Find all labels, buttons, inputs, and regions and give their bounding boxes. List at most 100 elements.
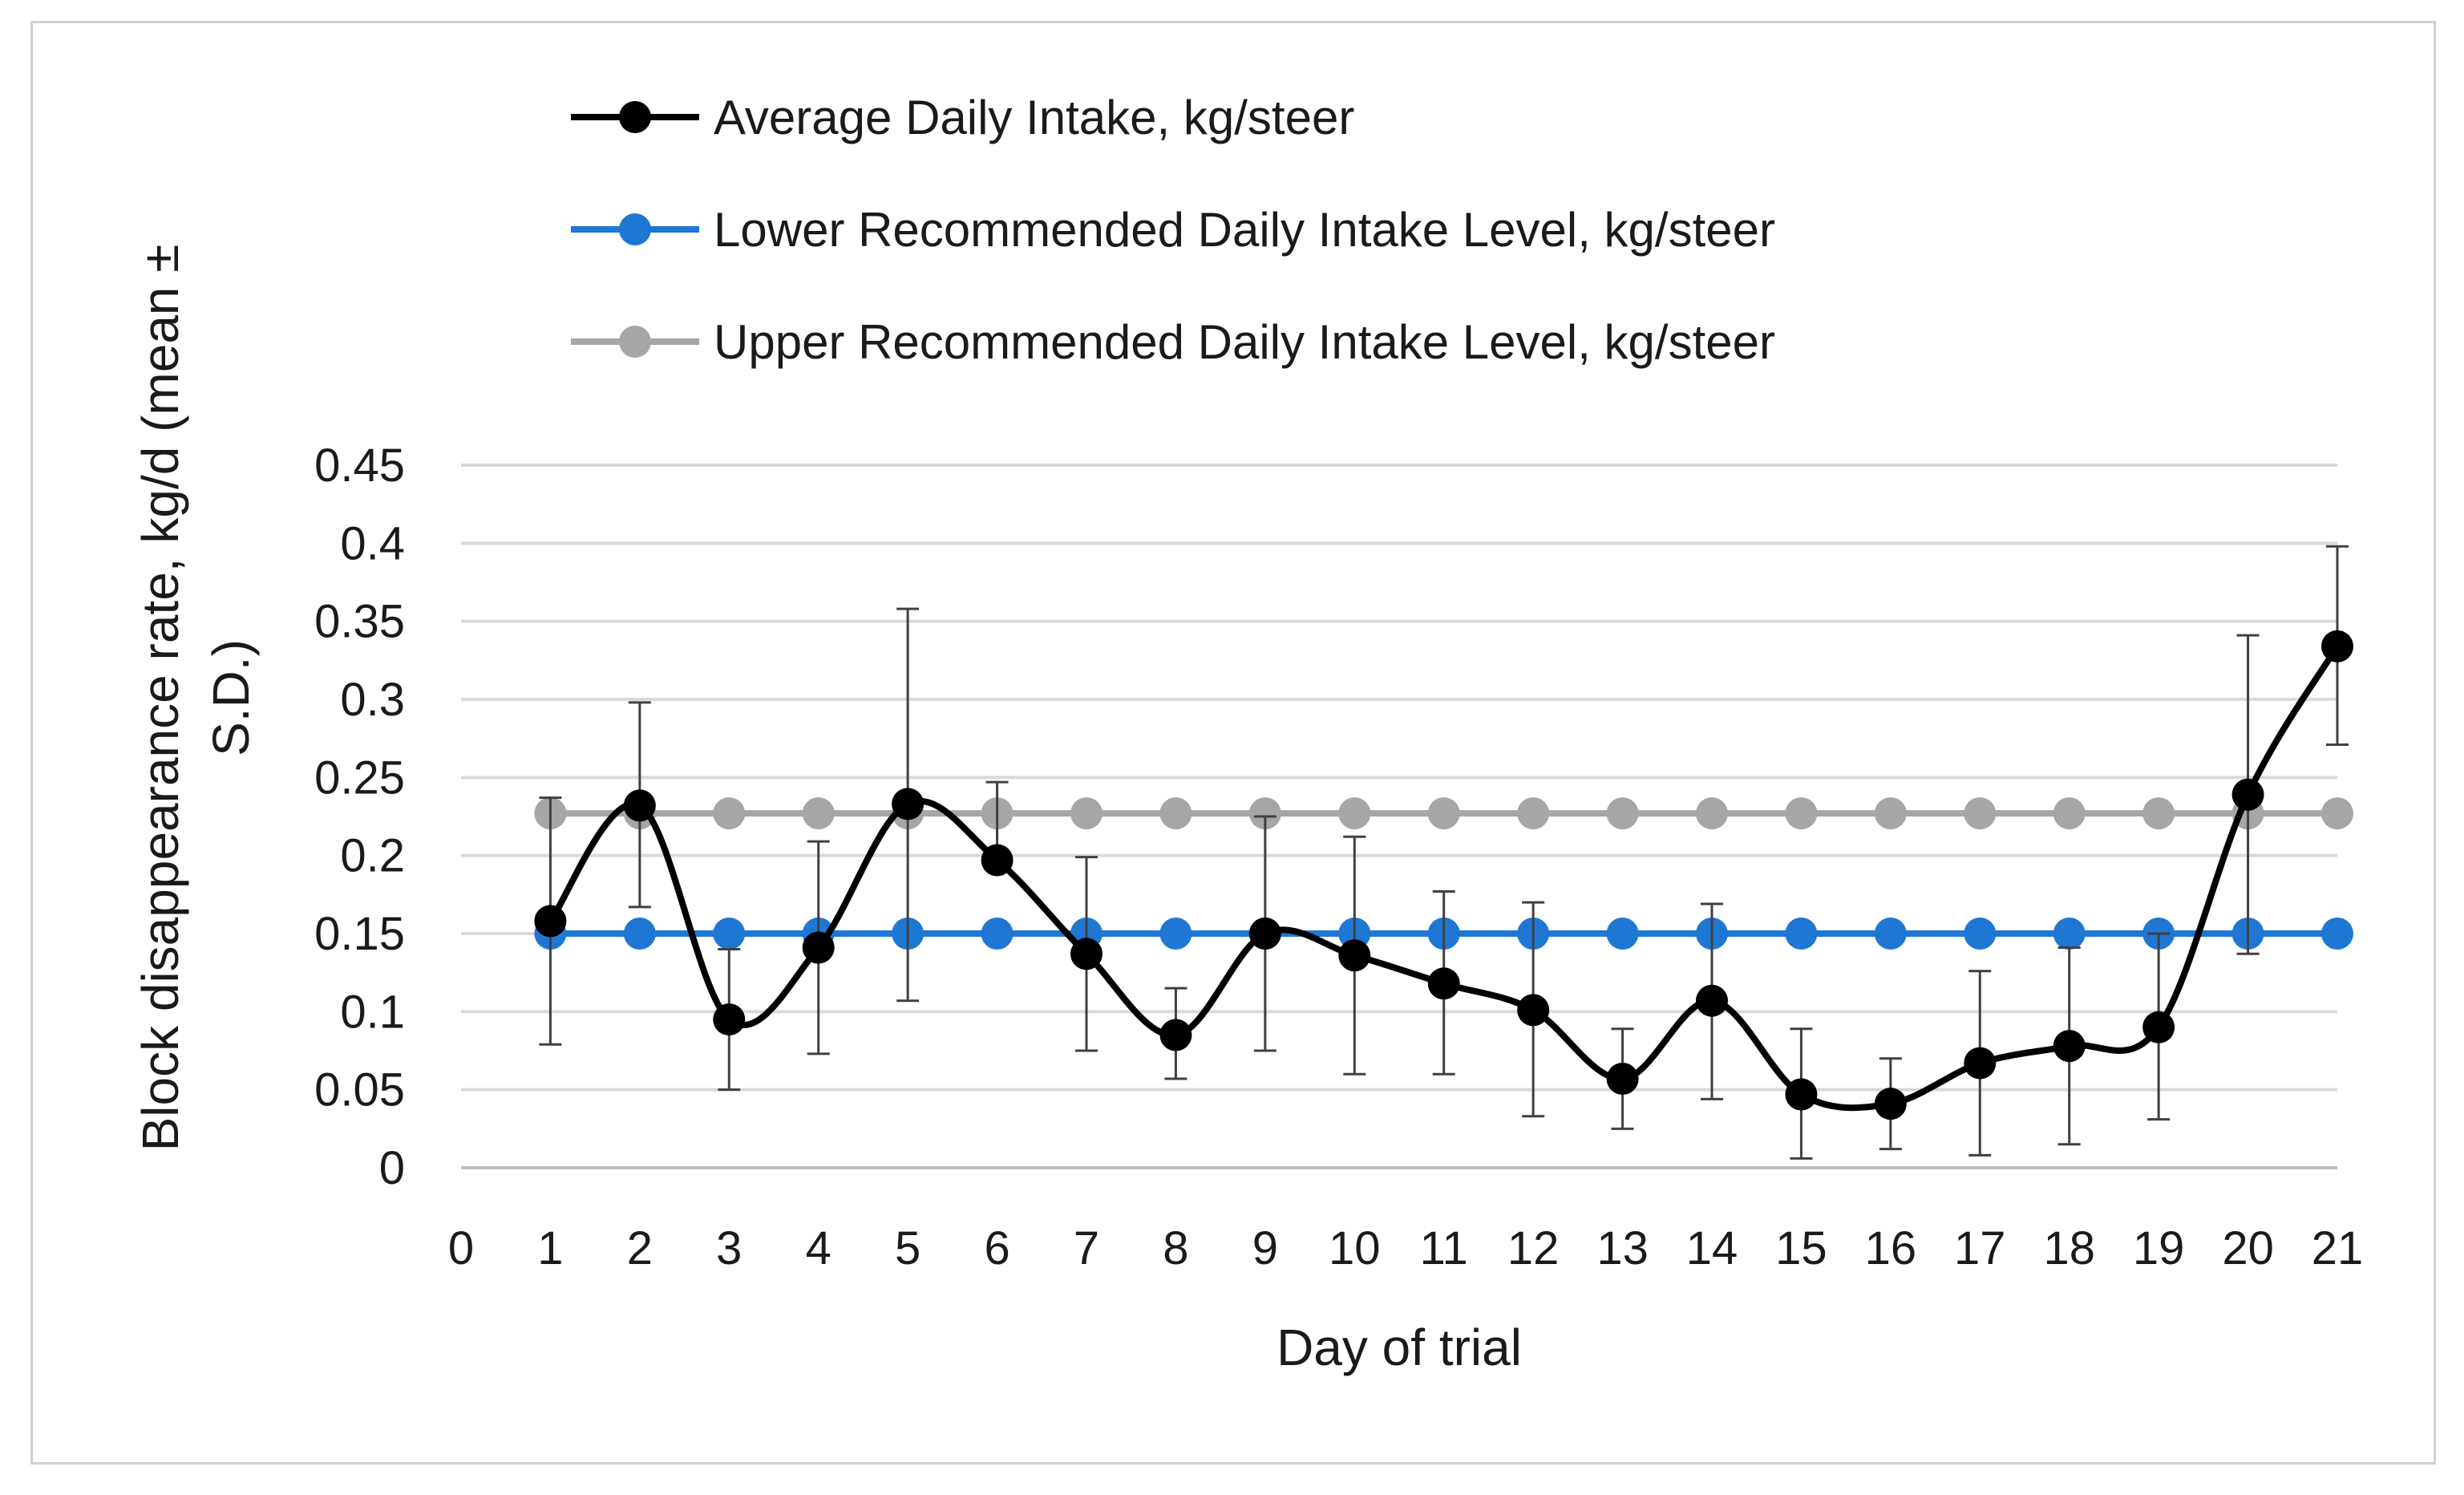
data-point bbox=[623, 789, 656, 822]
y-tick-label: 0.05 bbox=[314, 1064, 405, 1116]
x-tick-label: 1 bbox=[537, 1222, 563, 1274]
series-2 bbox=[534, 797, 2353, 830]
data-point bbox=[1696, 797, 1728, 830]
data-point bbox=[1785, 1078, 1818, 1111]
data-point bbox=[1248, 797, 1281, 830]
data-point bbox=[1606, 1063, 1639, 1096]
data-point bbox=[1517, 994, 1550, 1027]
series-group bbox=[534, 545, 2353, 1160]
chart-frame bbox=[30, 21, 2436, 1465]
x-tick-label: 6 bbox=[984, 1222, 1009, 1274]
y-tick-label: 0 bbox=[379, 1142, 405, 1194]
data-point bbox=[1070, 938, 1103, 970]
y-tick-label: 0.3 bbox=[340, 674, 405, 726]
data-point bbox=[1874, 1088, 1907, 1120]
data-point bbox=[1517, 797, 1550, 830]
x-tick-label: 9 bbox=[1252, 1222, 1278, 1274]
x-tick-label: 19 bbox=[2133, 1222, 2185, 1274]
data-point bbox=[2142, 1011, 2175, 1043]
x-tick-label: 20 bbox=[2222, 1222, 2274, 1274]
legend-swatch-marker bbox=[619, 213, 651, 245]
data-point bbox=[1785, 918, 1818, 950]
data-point bbox=[1248, 918, 1281, 950]
data-point bbox=[2321, 797, 2353, 830]
x-tick-label: 14 bbox=[1686, 1222, 1738, 1274]
data-point bbox=[1159, 1019, 1192, 1051]
x-tick-label: 10 bbox=[1329, 1222, 1381, 1274]
x-tick-label: 8 bbox=[1163, 1222, 1188, 1274]
x-tick-label: 5 bbox=[895, 1222, 920, 1274]
data-point bbox=[1785, 797, 1818, 830]
data-point bbox=[2053, 797, 2086, 830]
x-tick-label: 16 bbox=[1865, 1222, 1917, 1274]
data-point bbox=[713, 1003, 746, 1036]
data-point bbox=[713, 797, 746, 830]
data-point bbox=[1159, 918, 1192, 950]
legend-label: Average Daily Intake, kg/steer bbox=[714, 91, 1354, 144]
data-point bbox=[981, 918, 1014, 950]
data-point bbox=[1427, 967, 1460, 1000]
legend-item-0: Average Daily Intake, kg/steer bbox=[571, 91, 1354, 144]
data-point bbox=[623, 918, 656, 950]
data-point bbox=[534, 905, 567, 938]
y-tick-label: 0.45 bbox=[314, 440, 405, 492]
data-point bbox=[1338, 797, 1371, 830]
legend-label: Lower Recommended Daily Intake Level, kg… bbox=[714, 203, 1775, 257]
data-point bbox=[981, 844, 1014, 877]
data-point bbox=[2053, 1030, 2086, 1063]
legend-item-2: Upper Recommended Daily Intake Level, kg… bbox=[571, 315, 1775, 369]
legend: Average Daily Intake, kg/steer Lower Reco… bbox=[571, 91, 1775, 369]
x-tick-label: 11 bbox=[1420, 1222, 1468, 1274]
x-tick-label: 17 bbox=[1954, 1222, 2006, 1274]
y-tick-label: 0.25 bbox=[314, 752, 405, 804]
data-point bbox=[2231, 778, 2264, 811]
data-point bbox=[1874, 918, 1907, 950]
legend-swatch-marker bbox=[619, 326, 651, 358]
data-point bbox=[1159, 797, 1192, 830]
x-axis-title: Day of trial bbox=[1277, 1319, 1522, 1376]
y-axis-title-line-2: S.D.) bbox=[202, 639, 260, 756]
x-tick-label: 4 bbox=[806, 1222, 831, 1274]
x-tick-label: 12 bbox=[1507, 1222, 1560, 1274]
data-point bbox=[1696, 984, 1728, 1017]
x-tick-label: 13 bbox=[1596, 1222, 1649, 1274]
data-point bbox=[1427, 797, 1460, 830]
legend-label: Upper Recommended Daily Intake Level, kg… bbox=[714, 315, 1775, 369]
legend-item-1: Lower Recommended Daily Intake Level, kg… bbox=[571, 203, 1775, 257]
data-point bbox=[2053, 918, 2086, 950]
y-tick-labels: 0 0.05 0.1 0.15 0.2 0.25 0.3 0.35 0.4 0.45 bbox=[314, 440, 405, 1194]
x-tick-label: 21 bbox=[2312, 1222, 2364, 1274]
data-point bbox=[713, 918, 746, 950]
data-point bbox=[892, 788, 925, 820]
series-0 bbox=[534, 545, 2353, 1160]
data-point bbox=[1338, 939, 1371, 972]
gridlines bbox=[461, 464, 2337, 1169]
data-point bbox=[1964, 1047, 1997, 1080]
y-tick-label: 0.1 bbox=[340, 986, 405, 1038]
y-tick-label: 0.15 bbox=[314, 908, 405, 960]
legend-swatch-marker bbox=[619, 101, 651, 133]
data-point bbox=[1606, 918, 1639, 950]
y-axis-title-line-1: Block disappearance rate, kg/d (mean ± bbox=[131, 245, 189, 1152]
data-point bbox=[1070, 797, 1103, 830]
data-point bbox=[2321, 918, 2353, 950]
x-tick-labels: 0 1 2 3 4 5 6 7 8 9 10 11 12 13 14 15 16 17 18 19 20 21 bbox=[448, 1222, 2363, 1274]
data-point bbox=[1964, 918, 1997, 950]
x-tick-label: 0 bbox=[448, 1222, 474, 1274]
x-tick-label: 7 bbox=[1074, 1222, 1099, 1274]
data-point bbox=[1606, 797, 1639, 830]
data-point bbox=[802, 931, 835, 964]
data-point bbox=[2142, 797, 2175, 830]
y-tick-label: 0.4 bbox=[340, 517, 405, 569]
data-point bbox=[2321, 630, 2353, 662]
data-point bbox=[1964, 797, 1997, 830]
x-tick-label: 3 bbox=[716, 1222, 742, 1274]
x-tick-label: 2 bbox=[627, 1222, 653, 1274]
data-point bbox=[1874, 797, 1907, 830]
y-axis-title: Block disappearance rate, kg/d (mean ± S… bbox=[131, 245, 260, 1152]
data-point bbox=[802, 797, 835, 830]
x-tick-label: 15 bbox=[1775, 1222, 1827, 1274]
y-tick-label: 0.35 bbox=[314, 596, 405, 648]
y-tick-label: 0.2 bbox=[340, 830, 405, 882]
